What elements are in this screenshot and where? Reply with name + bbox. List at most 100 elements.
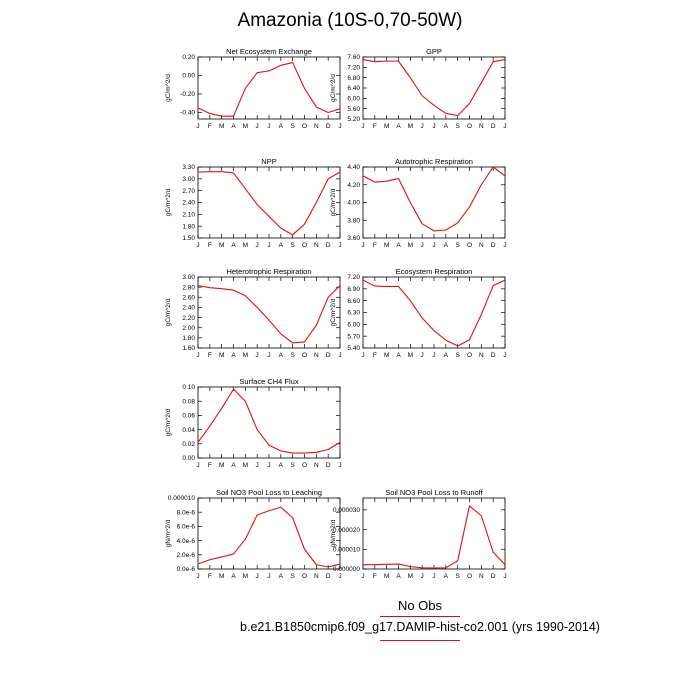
y-tick-label: 8.0e-6	[177, 509, 196, 516]
x-tick-label: N	[314, 352, 319, 359]
x-tick-label: M	[408, 573, 413, 580]
x-tick-label: N	[314, 123, 319, 130]
x-tick-label: D	[326, 242, 331, 249]
series-line	[362, 279, 506, 347]
legend-label: No Obs	[397, 598, 443, 613]
y-tick-label: 6.60	[347, 298, 360, 305]
y-tick-label: 6.00	[347, 322, 360, 329]
x-tick-label: O	[467, 242, 472, 249]
x-tick-label: N	[479, 123, 484, 130]
y-tick-label: 0.000020	[333, 527, 360, 534]
x-tick-label: S	[290, 462, 295, 469]
x-tick-label: S	[455, 352, 460, 359]
x-tick-label: F	[373, 573, 377, 580]
y-tick-label: 0.06	[182, 413, 195, 420]
x-tick-label: M	[243, 352, 248, 359]
x-tick-label: M	[384, 123, 389, 130]
panel-title: Heterotrophic Respiration	[226, 267, 311, 276]
x-tick-label: O	[302, 573, 307, 580]
x-tick-label: J	[361, 242, 364, 249]
series-line	[197, 171, 341, 236]
x-tick-label: N	[314, 242, 319, 249]
x-tick-label: N	[314, 462, 319, 469]
y-tick-label: 2.00	[182, 325, 195, 332]
chart-panel-1: Net Ecosystem Exchange gC/m^2/d 0.20 0.00 -0…	[165, 47, 342, 130]
y-tick-label: 2.0e-6	[177, 552, 196, 559]
series-line	[362, 166, 506, 232]
y-tick-label: 3.00	[182, 176, 195, 183]
chart-panel-9: Soil NO3 Pool Loss to RunoffgN/m^2/d0.00…	[330, 488, 507, 580]
x-tick-label: A	[279, 242, 284, 249]
plot-frame	[362, 497, 506, 570]
y-tick-label: 5.70	[347, 333, 360, 340]
y-tick-label: 2.20	[182, 315, 195, 322]
x-tick-label: A	[279, 462, 284, 469]
x-tick-label: J	[432, 242, 435, 249]
chart-panel-8: Soil NO3 Pool Loss to Leaching gN/m^2/d 0.…	[165, 488, 342, 580]
main-title: Amazonia (10S-0,70-50W)	[237, 10, 463, 31]
x-tick-label: S	[290, 573, 295, 580]
x-tick-label: J	[503, 242, 506, 249]
x-tick-label: A	[231, 352, 236, 359]
panel-title: GPP	[426, 47, 442, 56]
x-tick-label: A	[279, 352, 284, 359]
x-tick-label: D	[326, 352, 331, 359]
panel-title: Surface CH4 Flux	[239, 377, 298, 386]
case-caption: b.e21.B1850cmip6.f09_g17.DAMIP-hist-co2.…	[240, 620, 600, 634]
y-tick-label: 5.40	[347, 345, 360, 352]
plot-frame	[197, 386, 341, 459]
x-tick-label: M	[408, 242, 413, 249]
x-tick-label: J	[256, 462, 259, 469]
x-tick-label: A	[279, 573, 284, 580]
y-tick-label: 0.000010	[168, 495, 195, 502]
y-tick-label: 3.80	[347, 217, 360, 224]
y-tick-label: 0.00	[182, 73, 195, 80]
y-tick-label: 2.70	[182, 188, 195, 195]
x-tick-label: M	[384, 352, 389, 359]
y-tick-label: 7.20	[347, 65, 360, 72]
y-tick-label: 4.20	[347, 182, 360, 189]
x-tick-label: M	[219, 352, 224, 359]
x-tick-label: D	[491, 352, 496, 359]
series-line	[197, 285, 341, 344]
x-tick-label: J	[432, 573, 435, 580]
y-tick-label: 0.000010	[333, 546, 360, 553]
x-tick-label: J	[267, 242, 270, 249]
x-tick-label: F	[373, 123, 377, 130]
plot-frame	[362, 56, 506, 120]
y-tick-label: 3.60	[347, 235, 360, 242]
x-tick-label: F	[208, 123, 212, 130]
y-tick-label: 6.40	[347, 85, 360, 92]
y-tick-label: 3.00	[182, 274, 195, 281]
x-tick-label: M	[243, 242, 248, 249]
x-tick-label: A	[396, 352, 401, 359]
x-tick-label: J	[503, 573, 506, 580]
panel-title: Soil NO3 Pool Loss to Leaching	[216, 488, 322, 497]
series-line	[197, 506, 341, 568]
y-tick-label: 4.00	[347, 200, 360, 207]
x-tick-label: M	[219, 462, 224, 469]
x-tick-label: J	[267, 573, 270, 580]
x-tick-label: O	[467, 573, 472, 580]
x-tick-label: D	[491, 573, 496, 580]
x-tick-label: J	[196, 242, 199, 249]
chart-panel-4: Autotrophic Respiration gC/m^2/d 4.40 4.20 4…	[330, 157, 507, 249]
x-tick-label: N	[479, 352, 484, 359]
x-tick-label: J	[421, 352, 424, 359]
x-tick-label: J	[432, 123, 435, 130]
x-tick-label: O	[467, 123, 472, 130]
x-tick-label: M	[243, 462, 248, 469]
series-line	[363, 505, 506, 569]
x-tick-label: J	[338, 242, 341, 249]
x-tick-label: J	[267, 123, 270, 130]
x-tick-label: J	[338, 352, 341, 359]
y-tick-label: 2.60	[182, 294, 195, 301]
series-line	[197, 61, 341, 117]
panel-title: Ecosystem Respiration	[396, 267, 473, 276]
y-tick-label: 1.80	[182, 335, 195, 342]
x-tick-label: O	[302, 462, 307, 469]
plot-frame	[197, 497, 341, 570]
x-tick-label: F	[373, 242, 377, 249]
y-axis-label: gC/m^2/d	[165, 74, 172, 102]
x-tick-label: J	[503, 123, 506, 130]
